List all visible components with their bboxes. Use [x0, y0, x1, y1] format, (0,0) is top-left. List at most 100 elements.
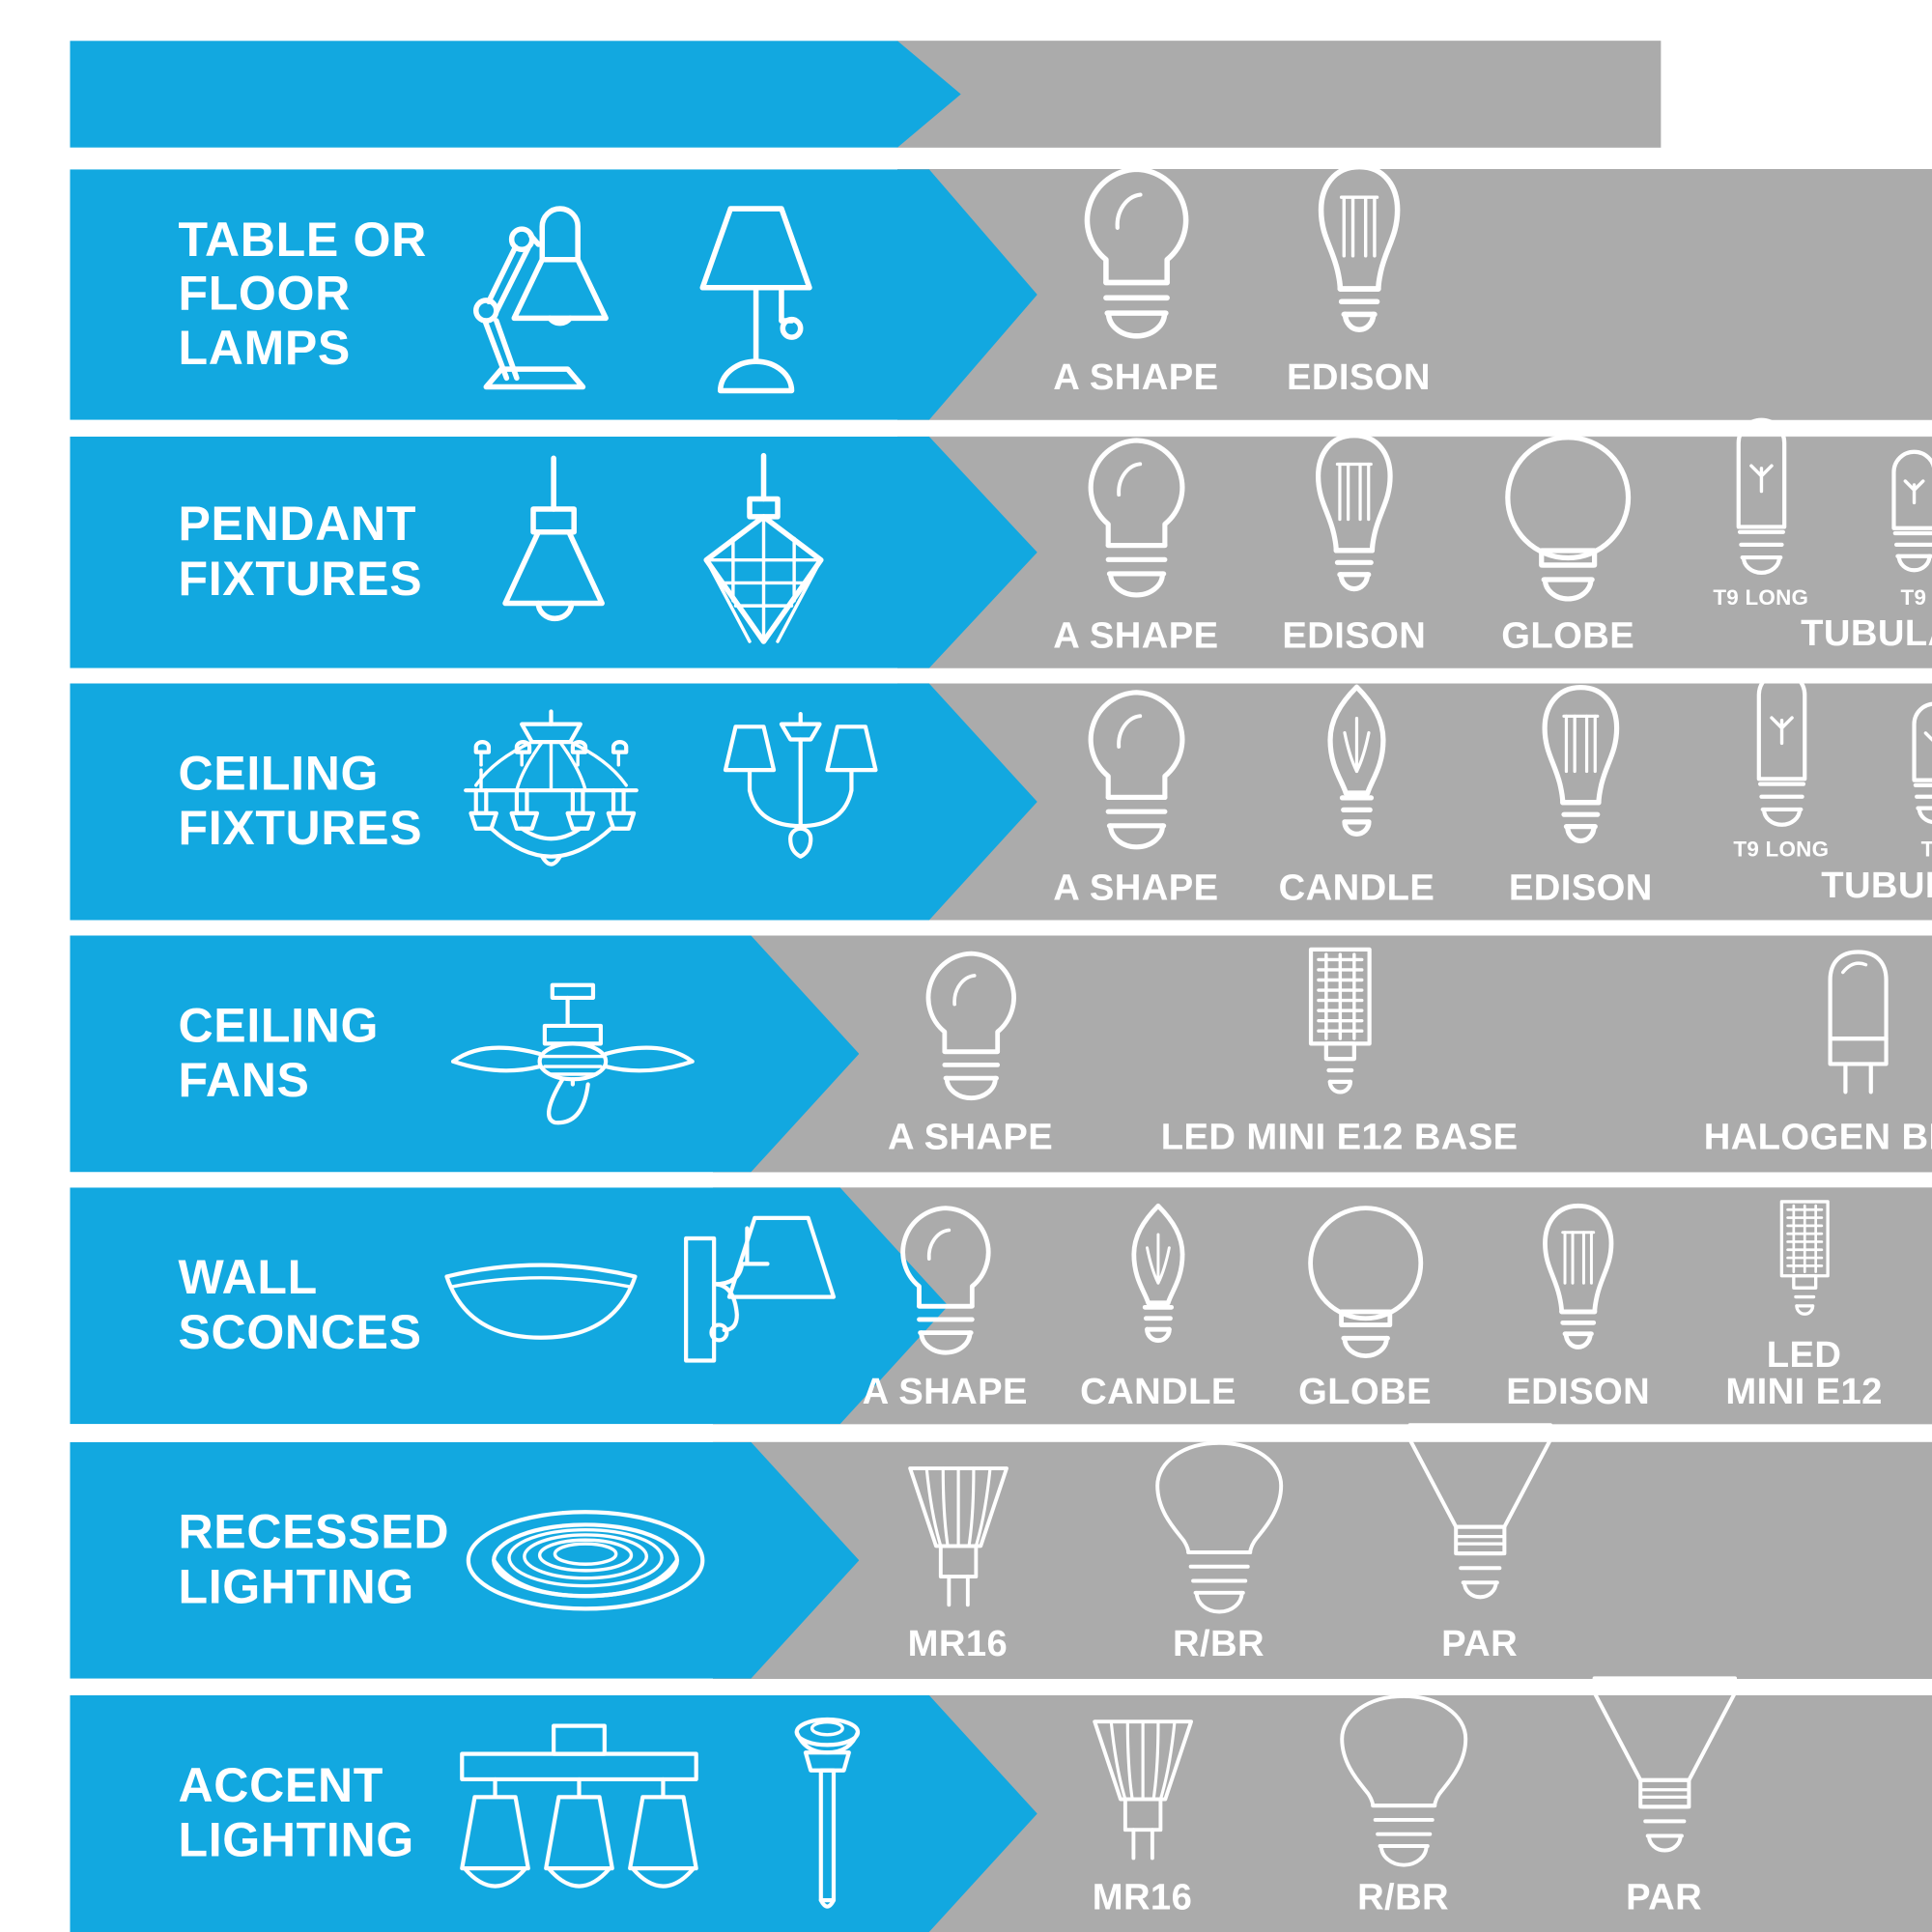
tubular-subgroup: T9 LONG T9	[1678, 415, 1932, 611]
bulb-item: EDISON	[1470, 1187, 1687, 1411]
chandelier-arm-icon	[705, 706, 896, 897]
wall-sconces-row: WALL SCONCES	[0, 1187, 1932, 1425]
bulb-label: TUBULAR	[1801, 613, 1932, 655]
fixture-label-line: SCONCES	[178, 1305, 422, 1360]
globe-bulb-icon	[1301, 1202, 1429, 1367]
ceiling-fans-row: CEILING FANS	[0, 935, 1932, 1173]
chandelier-tiered-icon	[442, 706, 659, 897]
bulb-item: A SHAPE	[1025, 437, 1248, 656]
led-mini-e12-icon	[1756, 1198, 1853, 1330]
fixture-label-line: RECESSED	[178, 1506, 450, 1560]
bulb-label: MR16	[907, 1624, 1009, 1665]
led-mini-e12-icon	[1282, 945, 1397, 1113]
bulb-item: HALOGEN BI PIN	[1578, 935, 1932, 1156]
tubular-t9-icon	[1901, 698, 1932, 832]
fixture-label-line: FIXTURES	[178, 552, 423, 607]
bulb-label: PAR	[1626, 1877, 1703, 1918]
bulb-label: PAR	[1441, 1624, 1519, 1665]
pendant-cage-icon	[681, 450, 846, 654]
tubular-t9-long-icon	[1724, 415, 1798, 581]
bulb-label: R/BR	[1173, 1624, 1265, 1665]
bulb-label: A SHAPE	[862, 1372, 1028, 1413]
fixture-label: CEILING FANS	[178, 1000, 379, 1108]
bulb-item: R/BR	[1273, 1693, 1534, 1918]
a-shape-bulb-icon	[1065, 161, 1206, 353]
bulb-label: LED MINI E12 BASE	[1160, 1117, 1519, 1158]
fixture-label: CEILING FIXTURES	[178, 748, 422, 856]
r-br-bulb-icon	[1149, 1438, 1289, 1619]
mr16-bulb-icon	[891, 1463, 1026, 1619]
bulb-label: GLOBE	[1298, 1372, 1432, 1413]
ceiling-fan-icon	[445, 978, 700, 1130]
fixture-panel	[70, 1187, 948, 1424]
bulb-group: MR16 R/BR	[827, 1423, 1609, 1679]
ceiling-fixtures-row: CEILING FIXTURES	[0, 669, 1932, 921]
bulb-item: EDISON	[1466, 684, 1695, 908]
bulb-label: CANDLE	[1080, 1372, 1236, 1413]
bulb-item: PAR	[1534, 1676, 1795, 1918]
fixture-label-line: FIXTURES	[178, 802, 423, 856]
fixture-label-line: LIGHTING	[178, 1560, 414, 1614]
a-shape-bulb-icon	[1071, 685, 1201, 863]
globe-bulb-icon	[1499, 430, 1636, 611]
fixture-panel	[70, 1442, 859, 1679]
bulb-label: A SHAPE	[887, 1117, 1054, 1158]
fixture-label-line: PENDANT	[178, 497, 417, 553]
wall-sconce-bowl-icon	[440, 1248, 643, 1363]
recessed-lighting-row: RECESSED LIGHTING	[0, 1423, 1932, 1679]
bulb-panel	[712, 935, 1932, 1173]
bulb-label: EDISON	[1287, 357, 1431, 399]
fixture-icon-group	[440, 1210, 841, 1402]
fixture-icon-group	[452, 1712, 885, 1916]
tubular-sub-label: T9 LONG	[1713, 585, 1809, 611]
bulb-item: A SHAPE	[834, 1187, 1057, 1411]
fixture-label-line: FLOOR	[178, 267, 351, 322]
table-lamp-icon	[674, 193, 838, 397]
accent-lighting-row: ACCENT LIGHTING	[0, 1676, 1932, 1932]
bulb-label: EDISON	[1282, 615, 1427, 657]
bulb-label: A SHAPE	[1053, 615, 1219, 657]
fixture-label: WALL SCONCES	[178, 1252, 421, 1360]
path-light-icon	[770, 1712, 885, 1916]
bulb-item: T9 LONG T9	[1675, 417, 1932, 656]
fixture-label-line: FANS	[178, 1053, 310, 1108]
bulb-item: LED MINI E12	[1687, 1187, 1922, 1411]
fixture-label: TABLE OR FLOOR LAMPS	[178, 213, 426, 376]
tubular-subgroup: T9 LONG T9	[1698, 667, 1932, 863]
bulb-group: A SHAPE CANDLE	[834, 1187, 1932, 1424]
bulb-label: CANDLE	[1278, 867, 1435, 909]
mr16-bulb-icon	[1075, 1717, 1210, 1872]
tubular-sub-item: T9 LONG	[1678, 415, 1843, 611]
bulb-label: EDISON	[1508, 867, 1653, 909]
a-shape-bulb-icon	[884, 1202, 1006, 1367]
bulb-group: A SHAPE CANDLE	[1025, 669, 1932, 921]
fixture-label-line: CEILING	[178, 747, 380, 802]
par-bulb-icon	[1581, 1671, 1747, 1872]
bulb-item: EDISON	[1247, 433, 1461, 657]
desk-lamp-icon	[469, 193, 621, 397]
fixture-label: ACCENT LIGHTING	[178, 1759, 413, 1867]
bulb-item: A SHAPE	[840, 935, 1101, 1156]
bulb-item: CANDLE	[1247, 684, 1466, 908]
candle-bulb-icon	[1306, 682, 1407, 863]
pendant-cone-icon	[477, 450, 630, 654]
fixture-label: PENDANT FIXTURES	[178, 498, 422, 607]
header-fixture-panel	[70, 41, 960, 148]
bulb-item: T9 LONG T9	[1695, 669, 1932, 908]
bulb-label: TUBULAR	[1821, 865, 1932, 907]
fixture-icon-group	[465, 1491, 706, 1631]
tubular-sub-label: T9	[1900, 585, 1927, 611]
bulb-panel	[896, 1694, 1932, 1932]
bulb-label: HALOGEN BI PIN	[1703, 1117, 1932, 1158]
bulb-group: A SHAPE EDISON	[1025, 417, 1932, 668]
bulb-label: A SHAPE	[1053, 867, 1219, 909]
tubular-sub-item: T9 LONG	[1698, 667, 1863, 863]
bulb-item: CANDLE	[1057, 1187, 1261, 1411]
fixture-label-line: ACCENT	[178, 1759, 384, 1813]
bulb-label: GLOBE	[1501, 615, 1635, 657]
bulb-label: R/BR	[1357, 1877, 1450, 1918]
tubular-t9-icon	[1881, 446, 1932, 580]
edison-bulb-icon	[1520, 1202, 1636, 1367]
tubular-sub-item: T9	[1864, 698, 1932, 863]
fixture-icon-group	[469, 193, 838, 397]
